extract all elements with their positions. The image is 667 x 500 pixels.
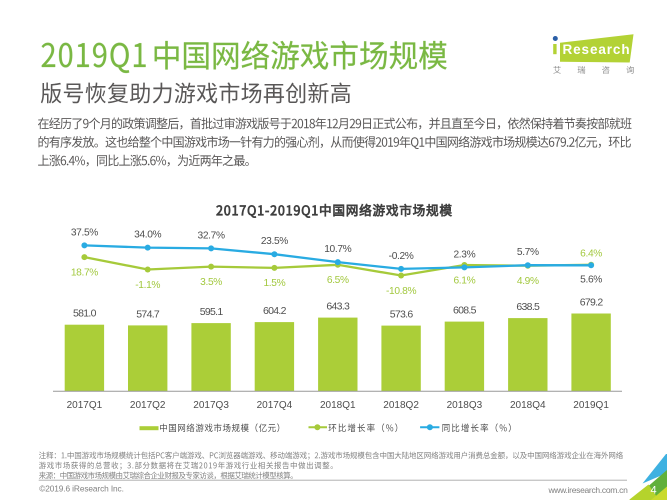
svg-text:2017Q1: 2017Q1: [67, 400, 103, 411]
svg-text:638.5: 638.5: [516, 301, 540, 313]
svg-text:2017Q3: 2017Q3: [193, 400, 229, 411]
svg-text:6.4%: 6.4%: [580, 249, 602, 260]
svg-text:2018Q2: 2018Q2: [383, 400, 419, 411]
svg-text:23.5%: 23.5%: [261, 236, 288, 247]
svg-text:595.1: 595.1: [200, 306, 224, 318]
svg-text:581.0: 581.0: [73, 308, 97, 320]
svg-text:679.2: 679.2: [580, 296, 604, 308]
svg-text:604.2: 604.2: [263, 305, 287, 317]
svg-text:5.7%: 5.7%: [517, 247, 539, 258]
svg-text:5.6%: 5.6%: [580, 274, 602, 285]
svg-text:2017Q4: 2017Q4: [257, 400, 293, 411]
svg-text:©2019.6 iResearch Inc.: ©2019.6 iResearch Inc.: [39, 484, 124, 494]
svg-text:2018Q3: 2018Q3: [447, 400, 483, 411]
svg-text:2018Q1: 2018Q1: [320, 400, 356, 411]
svg-text:6.5%: 6.5%: [327, 275, 349, 286]
svg-text:2017Q2: 2017Q2: [130, 400, 166, 411]
svg-text:www.iresearch.com.cn: www.iresearch.com.cn: [547, 485, 628, 495]
svg-text:4.9%: 4.9%: [517, 276, 539, 287]
svg-text:2018Q4: 2018Q4: [510, 400, 546, 411]
svg-text:-1.1%: -1.1%: [135, 280, 160, 291]
svg-text:10.7%: 10.7%: [324, 244, 351, 255]
svg-text:3.5%: 3.5%: [200, 277, 222, 288]
svg-text:Research: Research: [563, 42, 631, 57]
svg-text:-0.2%: -0.2%: [389, 251, 414, 262]
svg-text:608.5: 608.5: [453, 305, 477, 317]
svg-text:18.7%: 18.7%: [71, 267, 98, 278]
svg-text:643.3: 643.3: [326, 301, 350, 313]
svg-text:-10.8%: -10.8%: [386, 286, 416, 297]
svg-text:2019Q1: 2019Q1: [573, 400, 609, 411]
svg-text:37.5%: 37.5%: [71, 227, 98, 238]
svg-text:32.7%: 32.7%: [198, 230, 225, 241]
svg-text:4: 4: [650, 485, 656, 497]
svg-text:2.3%: 2.3%: [453, 249, 475, 260]
svg-text:574.7: 574.7: [136, 308, 160, 320]
svg-text:34.0%: 34.0%: [134, 230, 161, 241]
svg-text:573.6: 573.6: [390, 309, 414, 321]
svg-text:1.5%: 1.5%: [263, 278, 285, 289]
svg-text:6.1%: 6.1%: [453, 275, 475, 286]
